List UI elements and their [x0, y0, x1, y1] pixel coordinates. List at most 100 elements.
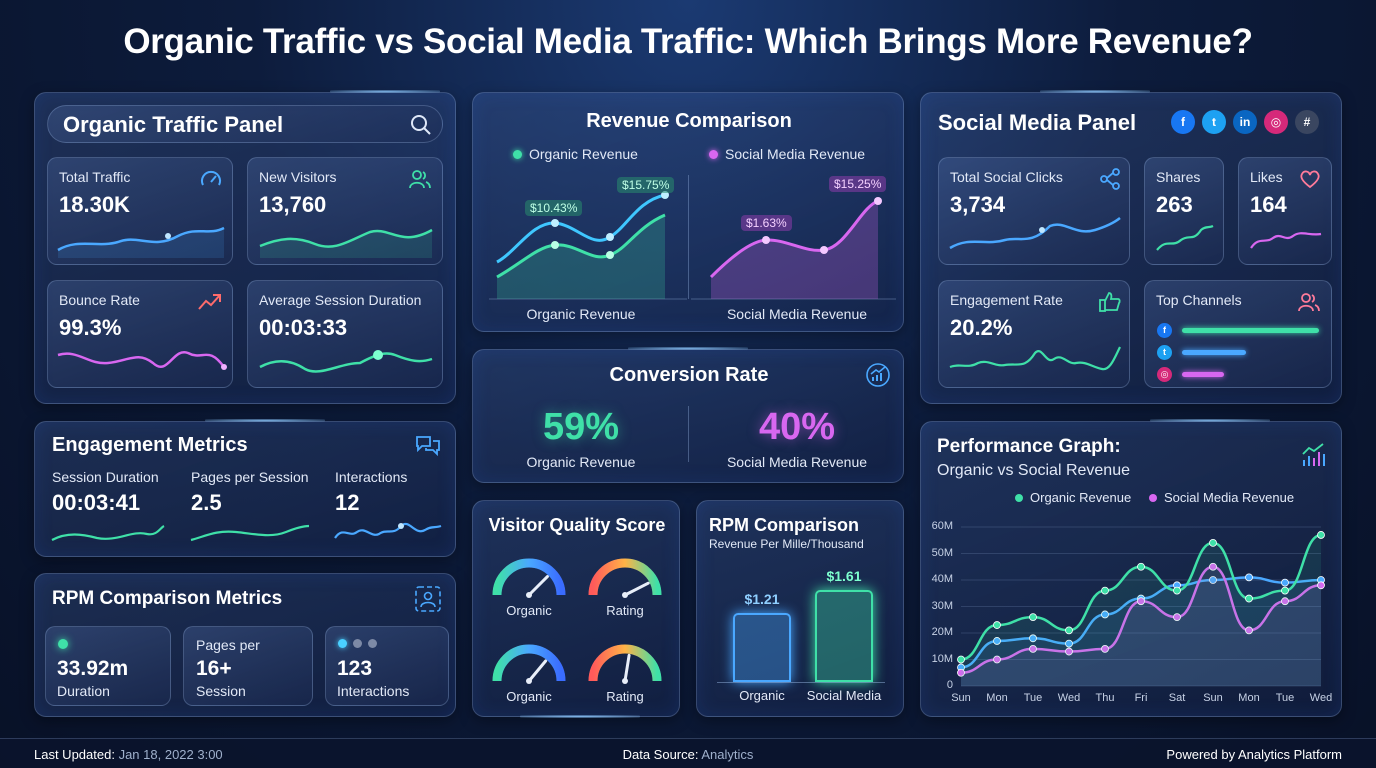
gauge-fill: [588, 558, 662, 596]
performance-legend-social-text: Social Media Revenue: [1164, 490, 1295, 505]
interactions-value: 12: [335, 490, 360, 515]
gauge-needle: [527, 659, 548, 683]
organic-tag-high: $15.75%: [617, 177, 675, 193]
organic-panel-title: Organic Traffic Panel: [63, 112, 284, 137]
new-visitors-card[interactable]: New Visitors 13,760: [247, 157, 443, 265]
last-updated-label: Last Updated:: [34, 747, 115, 762]
rpm-bar[interactable]: [733, 613, 791, 682]
revenue-comparison-panel: Revenue Comparison Organic Revenue Socia…: [472, 92, 904, 332]
rpm-interactions-label: Interactions: [337, 683, 410, 699]
last-updated: Last Updated: Jan 18, 2022 3:00: [34, 747, 223, 762]
share-icon[interactable]: [1099, 168, 1121, 190]
instagram-icon[interactable]: ◎: [1264, 110, 1288, 134]
engagement-rate-value: 20.2%: [950, 315, 1013, 340]
rpm-comparison-title: RPM Comparison: [709, 515, 860, 535]
glow-accent: [330, 90, 440, 93]
data-point: [1101, 610, 1109, 619]
rpm-bar-label: Social Media: [806, 688, 882, 703]
powered-by[interactable]: Powered by Analytics Platform: [1166, 747, 1342, 762]
facebook-icon[interactable]: f: [1171, 110, 1195, 134]
rpm-pages-top: Pages per: [196, 637, 260, 653]
likes-card[interactable]: Likes 164: [1238, 157, 1332, 265]
y-tick-label: 60M: [931, 520, 953, 532]
rpm-interactions-value: 123: [337, 657, 373, 680]
users-icon: [1298, 293, 1320, 312]
rpm-duration-card[interactable]: 33.92m Duration: [45, 626, 171, 706]
pages-per-session-label: Pages per Session: [191, 469, 309, 485]
likes-sparkline: [1250, 232, 1322, 249]
x-tick-label: Tue: [1023, 692, 1043, 704]
gauge-label: Rating: [606, 603, 644, 618]
series-line: [960, 533, 1322, 661]
new-visitors-value: 13,760: [259, 192, 327, 217]
total-social-clicks-value: 3,734: [950, 192, 1006, 217]
engagement-rate-card[interactable]: Engagement Rate 20.2%: [938, 280, 1130, 388]
glow-accent: [1150, 419, 1270, 422]
engagement-rate-sparkline: [949, 346, 1121, 371]
data-point: [1029, 634, 1037, 643]
conversion-title: Conversion Rate: [609, 364, 769, 386]
organic-search-bar[interactable]: Organic Traffic Panel: [47, 105, 443, 143]
rpm-bar-label: Organic: [739, 688, 785, 703]
channel-bar: [1182, 328, 1319, 333]
engagement-rate-label: Engagement Rate: [950, 292, 1063, 308]
rpm-bar[interactable]: [815, 590, 873, 682]
gauge: [492, 558, 566, 598]
x-tick-label: Wed: [1309, 692, 1333, 704]
bounce-rate-card[interactable]: Bounce Rate 99.3%: [47, 280, 233, 388]
series-area: [961, 566, 1321, 686]
rpm-baseline: [717, 682, 885, 683]
performance-title: Performance Graph:: [937, 436, 1121, 457]
growth-chart-icon: [866, 363, 890, 387]
heart-icon[interactable]: [1299, 169, 1321, 189]
twitter-icon[interactable]: t: [1202, 110, 1226, 134]
performance-legend-organic-text: Organic Revenue: [1030, 490, 1132, 505]
revenue-legend-social-text: Social Media Revenue: [725, 146, 866, 162]
linkedin-icon[interactable]: in: [1233, 110, 1257, 134]
search-icon[interactable]: [410, 114, 432, 136]
total-social-clicks-card[interactable]: Total Social Clicks 3,734: [938, 157, 1130, 265]
glow-accent: [628, 347, 748, 350]
x-tick-label: Mon: [1238, 692, 1260, 704]
y-tick-label: 30M: [931, 599, 953, 612]
revenue-legend-organic-text: Organic Revenue: [529, 146, 638, 162]
data-point: [1137, 562, 1145, 571]
data-source-value: Analytics: [701, 747, 754, 762]
new-visitors-label: New Visitors: [259, 169, 337, 185]
likes-label: Likes: [1250, 169, 1283, 185]
gauge-hub: [526, 678, 532, 684]
shares-card[interactable]: Shares 263: [1144, 157, 1224, 265]
total-traffic-card[interactable]: Total Traffic 18.30K: [47, 157, 233, 265]
social-tag-low: $1.63%: [741, 215, 792, 231]
avg-session-card[interactable]: Average Session Duration 00:03:33: [247, 280, 443, 388]
top-channels-card[interactable]: Top Channels f t ◎: [1144, 280, 1332, 388]
rpm-interactions-card[interactable]: 123 Interactions: [325, 626, 449, 706]
data-point: [1065, 639, 1073, 648]
session-duration-value: 00:03:41: [52, 490, 141, 515]
performance-line-chart: [957, 526, 1325, 687]
gauge-fill: [588, 644, 662, 682]
users-chart-icon: [415, 586, 441, 612]
gauge-label: Organic: [506, 603, 552, 618]
conversion-social-value: 40%: [758, 406, 836, 448]
engagement-title: Engagement Metrics: [52, 434, 248, 456]
rpm-pages-card[interactable]: Pages per 16+ Session: [183, 626, 313, 706]
revenue-caption-organic: Organic Revenue: [526, 306, 636, 322]
gauge-hub: [622, 592, 628, 598]
data-point: [1245, 594, 1253, 603]
slack-icon[interactable]: #: [1295, 110, 1319, 134]
gauge-hub: [622, 678, 628, 684]
performance-graph-panel: Performance Graph: Organic vs Social Rev…: [920, 421, 1342, 717]
rpm-bar-value: $1.21: [744, 591, 780, 607]
thumbs-up-icon[interactable]: [1099, 291, 1121, 313]
total-social-clicks-sparkline: [949, 217, 1121, 250]
instagram-icon: ◎: [1157, 367, 1172, 382]
data-point: [993, 621, 1001, 629]
rpm-duration-label: Duration: [57, 683, 110, 699]
bounce-rate-label: Bounce Rate: [59, 292, 140, 308]
rpm-bar-value: $1.61: [826, 568, 862, 584]
glow-accent: [205, 419, 325, 422]
data-point: [957, 668, 965, 677]
data-point: [993, 655, 1001, 664]
data-point: [1317, 531, 1325, 539]
